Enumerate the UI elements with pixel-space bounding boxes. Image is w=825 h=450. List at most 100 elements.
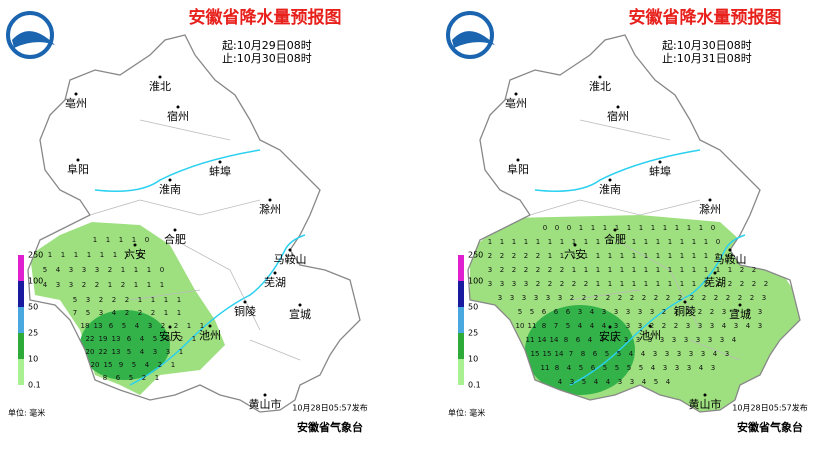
huai-river [534,149,701,192]
grid-value: 2 [536,280,540,288]
legend-label: 50 [468,303,478,312]
issued: 10月28日05:57发布 [292,403,367,413]
city-label: 铜陵 [234,304,256,318]
grid-value: 3 [698,322,702,330]
grid-value: 6 [116,374,121,382]
grid-value: 1 [680,252,684,260]
issued: 10月28日05:57发布 [732,403,807,413]
grid-value: 1 [608,266,612,274]
grid-value: 1 [632,280,636,288]
grid-value: 1 [177,296,181,304]
grid-value: 2 [740,266,744,274]
grid-value: 3 [687,364,691,372]
grid-value: 1 [692,280,696,288]
city-dot [516,158,520,162]
legend-swatch [18,255,24,281]
legend-swatch [18,359,24,385]
grid-value: 0 [139,251,143,259]
grid-value: 4 [606,378,611,386]
grid-value: 3 [686,322,690,330]
grid-value: 1 [692,252,696,260]
grid-value: 0 [145,236,149,244]
city-dot [728,248,732,252]
city-label: 淮北 [589,80,611,93]
grid-value: 1 [687,224,691,232]
grid-value: 1 [608,238,612,246]
grid-value: 6 [591,364,596,372]
city-dot [738,303,742,307]
grid-value: 1 [572,252,576,260]
grid-value: 1 [132,236,136,244]
grid-value: 3 [638,322,642,330]
grid-value: 3 [624,336,628,344]
unit: 单位: 毫米 [448,408,485,418]
city-label: 宿州 [167,109,189,123]
grid-value: 1 [620,238,624,246]
city-label: 宣城 [729,307,751,321]
legend-swatch [18,333,24,359]
grid-value: 1 [187,322,191,330]
grid-value: 3 [570,378,574,386]
grid-value: 6 [127,335,132,343]
grid-value: 2 [524,266,528,274]
grid-value: 2 [678,294,682,302]
grid-value: 2 [714,294,718,302]
grid-value: 1 [134,266,138,274]
grid-value: 2 [121,281,125,289]
grid-value: 1 [177,309,181,317]
grid-value: 22 [99,348,108,356]
city-dot [208,324,212,328]
grid-value: 1 [680,266,684,274]
city-label: 宣城 [289,307,311,321]
grid-value: 1 [596,252,600,260]
grid-value: 1 [680,238,684,246]
city-dot [713,271,717,275]
grid-value: 3 [758,308,762,316]
grid-value: 4 [629,350,634,358]
legend-label: 0.1 [28,381,41,390]
grid-value: 4 [651,364,656,372]
grid-value: 3 [626,308,630,316]
grid-value: 2 [112,296,116,304]
province-border [467,34,801,413]
grid-value: 3 [86,296,90,304]
grid-value: 1 [620,266,624,274]
grid-value: 1 [596,280,600,288]
city-label: 六安 [124,247,146,261]
grid-value: 3 [734,322,738,330]
grid-value: 1 [639,224,643,232]
rain-area-dark [525,305,635,395]
grid-value: 5 [579,364,583,372]
grid-value: 1 [620,252,624,260]
city-dot [608,178,612,182]
grid-value: 3 [488,280,492,288]
grid-value: 5 [605,350,609,358]
grid-value: 1 [603,224,607,232]
grid-value: 3 [746,308,750,316]
grid-value: 1 [591,224,595,232]
yangtze-river [569,234,746,386]
grid-value: 2 [738,294,742,302]
grid-value: 5 [122,322,126,330]
grid-value: 3 [710,322,714,330]
legend-swatch [458,281,464,307]
grid-value: 4 [713,350,718,358]
city-label: 亳州 [505,96,527,110]
grid-value: 5 [582,378,586,386]
grid-value: 1 [704,238,708,246]
grid-value: 3 [711,364,715,372]
grid-value: 3 [512,280,516,288]
legend-label: 0.1 [468,381,481,390]
grid-value: 3 [638,308,642,316]
city-dot [573,243,577,247]
legend-swatch [458,333,464,359]
grid-value: 8 [103,374,107,382]
legend-swatch [458,307,464,333]
grid-value: 1 [627,224,631,232]
grid-value: 0 [543,224,547,232]
grid-value: 1 [620,280,624,288]
grid-value: 2 [662,322,666,330]
city-label: 亳州 [65,96,87,110]
grid-value: 1 [644,238,648,246]
